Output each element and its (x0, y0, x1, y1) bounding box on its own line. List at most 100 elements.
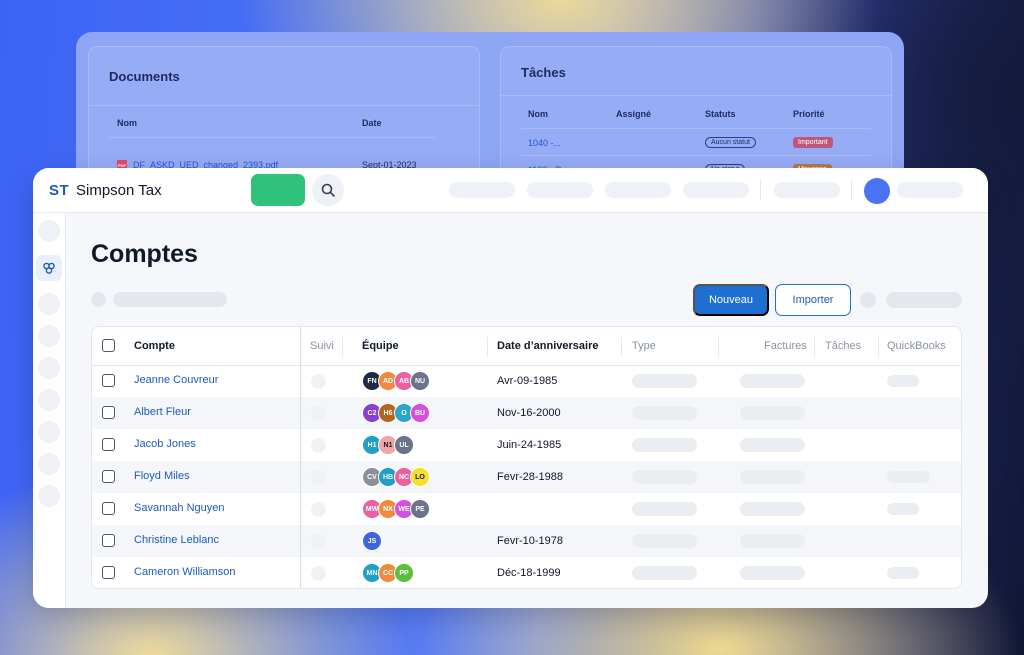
team-member-avatar[interactable]: NC (394, 467, 414, 487)
follow-toggle[interactable] (311, 534, 326, 549)
account-link[interactable]: Jacob Jones (134, 438, 196, 450)
tasks-header-priority: Priorité (793, 109, 825, 119)
table-row[interactable]: Jacob Jones H1 N1 UL Juin-24-1985 (92, 429, 961, 461)
new-button[interactable]: Nouveau (693, 284, 769, 316)
follow-toggle[interactable] (311, 470, 326, 485)
table-row[interactable]: Cameron Williamson MN CC PP Déc-18-1999 (92, 557, 961, 588)
import-button[interactable]: Importer (775, 284, 851, 316)
team-member-avatar[interactable]: NU (410, 371, 430, 391)
documents-header-date: Date (362, 118, 382, 128)
table-row[interactable]: Savannah Nguyen MW NX WE PE (92, 493, 961, 525)
nav-placeholder[interactable] (683, 182, 749, 198)
team-member-avatar[interactable]: PP (394, 563, 414, 583)
sidebar-item[interactable] (38, 293, 60, 315)
divider (109, 137, 435, 138)
divider (851, 180, 852, 200)
sidebar-item[interactable] (38, 357, 60, 379)
type-placeholder (632, 534, 697, 548)
row-checkbox[interactable] (102, 534, 115, 547)
column-header-follow[interactable]: Suivi (310, 340, 334, 352)
user-avatar[interactable] (864, 178, 890, 204)
birthday-cell: Nov-16-2000 (497, 407, 561, 419)
row-checkbox[interactable] (102, 374, 115, 387)
search-button[interactable] (312, 174, 344, 206)
sidebar (33, 213, 66, 608)
sidebar-item[interactable] (38, 485, 60, 507)
invoices-placeholder (740, 470, 805, 484)
column-header-invoices[interactable]: Factures (764, 340, 807, 352)
row-checkbox[interactable] (102, 566, 115, 579)
column-divider (718, 337, 719, 357)
divider (521, 128, 871, 129)
tasks-header-name: Nom (528, 109, 548, 119)
team-member-avatar[interactable]: N1 (378, 435, 398, 455)
filter-placeholder[interactable] (91, 292, 106, 307)
header-divider (92, 365, 961, 366)
accounts-table: Compte Suivi Équipe Date d’anniversaire … (91, 326, 962, 589)
toolbar-placeholder[interactable] (886, 292, 962, 308)
sidebar-item[interactable] (38, 325, 60, 347)
account-link[interactable]: Jeanne Couvreur (134, 374, 219, 386)
column-divider (878, 337, 879, 357)
user-name-placeholder[interactable] (897, 182, 963, 198)
quickbooks-placeholder (887, 471, 930, 483)
team-member-avatar[interactable]: JS (362, 531, 382, 551)
column-header-type[interactable]: Type (632, 340, 656, 352)
row-checkbox[interactable] (102, 438, 115, 451)
team-member-avatar[interactable]: UL (394, 435, 414, 455)
account-link[interactable]: Floyd Miles (134, 470, 190, 482)
birthday-cell: Déc-18-1999 (497, 567, 561, 579)
row-checkbox[interactable] (102, 406, 115, 419)
follow-toggle[interactable] (311, 438, 326, 453)
account-link[interactable]: Cameron Williamson (134, 566, 236, 578)
table-row[interactable]: Christine Leblanc JS Fevr-10-1978 (92, 525, 961, 557)
table-row[interactable]: Albert Fleur C2 H6 O BU Nov-16-2000 (92, 397, 961, 429)
accounts-icon (43, 262, 55, 274)
search-icon (321, 183, 335, 197)
team-member-avatar[interactable]: BU (410, 403, 430, 423)
account-link[interactable]: Savannah Nguyen (134, 502, 225, 514)
column-header-birthday[interactable]: Date d’anniversaire (497, 340, 599, 352)
team-member-avatar[interactable]: C2 (362, 403, 382, 423)
birthday-cell: Fevr-10-1978 (497, 535, 564, 547)
task-link[interactable]: 1040 -... (528, 138, 562, 148)
row-checkbox[interactable] (102, 470, 115, 483)
filter-placeholder[interactable] (113, 292, 227, 307)
account-link[interactable]: Christine Leblanc (134, 534, 219, 546)
green-action-button[interactable] (251, 174, 305, 206)
select-all-checkbox[interactable] (102, 339, 115, 352)
type-placeholder (632, 438, 697, 452)
follow-toggle[interactable] (311, 502, 326, 517)
follow-toggle[interactable] (311, 406, 326, 421)
sidebar-item-accounts[interactable] (36, 255, 62, 281)
type-placeholder (632, 502, 697, 516)
sidebar-item[interactable] (38, 421, 60, 443)
nav-placeholder[interactable] (605, 182, 671, 198)
column-header-tasks[interactable]: Tâches (825, 340, 862, 352)
follow-toggle[interactable] (311, 566, 326, 581)
toolbar-placeholder[interactable] (860, 292, 876, 308)
birthday-cell: Fevr-28-1988 (497, 471, 564, 483)
app-logo[interactable]: ST (49, 182, 70, 199)
follow-toggle[interactable] (311, 374, 326, 389)
table-row[interactable]: Floyd Miles CV HB NC LO Fevr-28-1988 (92, 461, 961, 493)
birthday-cell: Juin-24-1985 (497, 439, 562, 451)
sidebar-item[interactable] (38, 389, 60, 411)
nav-placeholder[interactable] (449, 182, 515, 198)
column-header-account[interactable]: Compte (134, 340, 175, 352)
column-header-quickbooks[interactable]: QuickBooks (887, 340, 946, 352)
column-header-team[interactable]: Équipe (362, 340, 399, 352)
nav-placeholder[interactable] (527, 182, 593, 198)
document-link[interactable]: DF_ASKD_UED_changed_2393.pdf (133, 160, 279, 170)
quickbooks-placeholder (887, 503, 919, 515)
account-link[interactable]: Albert Fleur (134, 406, 191, 418)
table-row[interactable]: Jeanne Couvreur FN AD AB NU Avr-09-1985 (92, 365, 961, 397)
row-checkbox[interactable] (102, 502, 115, 515)
tasks-header-status: Statuts (705, 109, 736, 119)
team-member-avatar[interactable]: PE (410, 499, 430, 519)
nav-placeholder[interactable] (774, 182, 840, 198)
tasks-header-assigned: Assigné (616, 109, 652, 119)
sidebar-item[interactable] (38, 453, 60, 475)
sidebar-item[interactable] (38, 220, 60, 242)
team-member-avatar[interactable]: LO (410, 467, 430, 487)
